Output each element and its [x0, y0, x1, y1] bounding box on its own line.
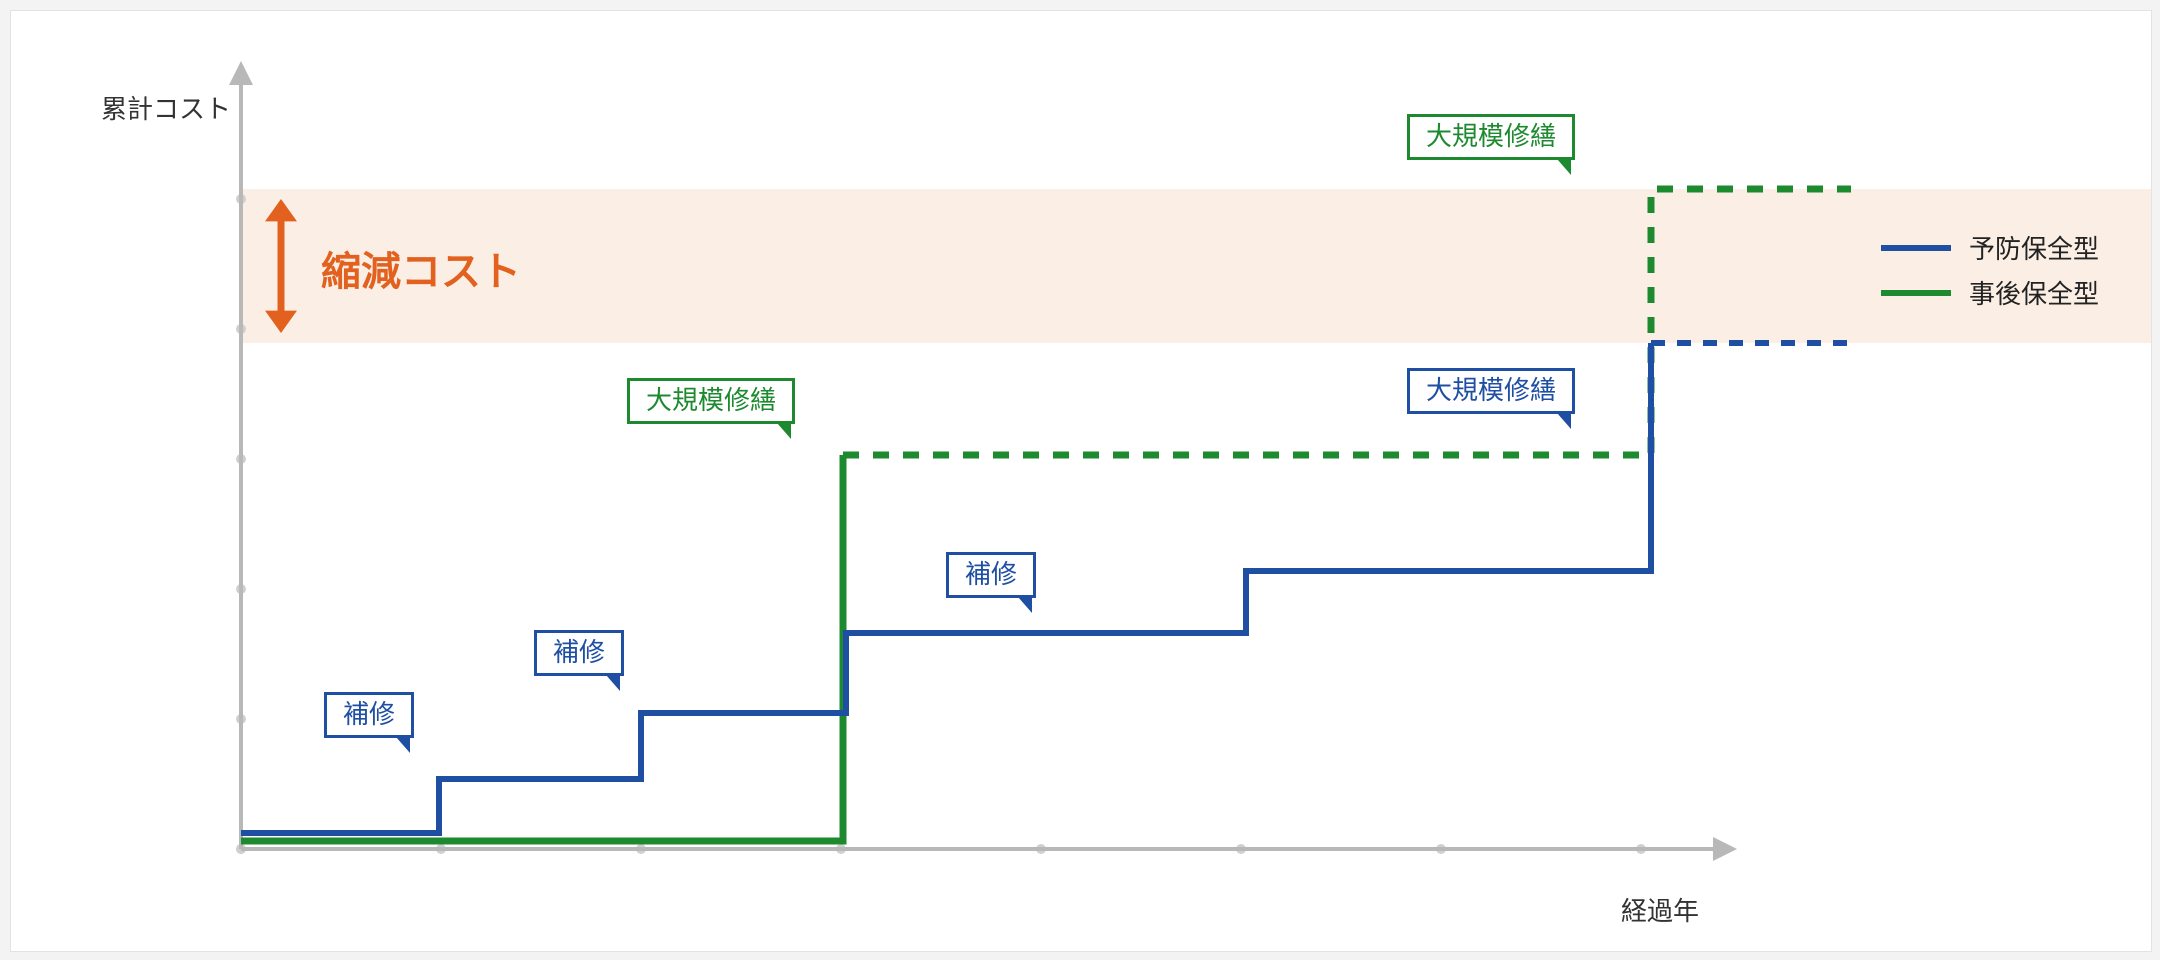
callout-box: 補修 [324, 692, 414, 738]
callout-box: 大規模修繕 [1407, 114, 1575, 160]
callout-tail [1557, 413, 1571, 429]
callout-box: 補修 [534, 630, 624, 676]
callout-tail [1018, 597, 1032, 613]
legend: 予防保全型事後保全型 [1881, 221, 2099, 319]
callout-tail [606, 675, 620, 691]
x-axis-arrow [1713, 837, 1737, 861]
chart-svg [11, 11, 2151, 951]
legend-item-1: 事後保全型 [1881, 274, 2099, 311]
callout-3: 大規模修繕 [1407, 368, 1575, 429]
callout-box: 補修 [946, 552, 1036, 598]
legend-swatch [1881, 290, 1951, 296]
chart-card: 累計コスト 経過年 補修補修補修大規模修繕大規模修繕大規模修繕 縮減コスト 予防… [10, 10, 2152, 952]
y-axis-arrow [229, 61, 253, 85]
legend-label: 予防保全型 [1969, 229, 2099, 266]
callout-tail [777, 423, 791, 439]
callout-5: 大規模修繕 [1407, 114, 1575, 175]
callout-tail [396, 737, 410, 753]
callout-1: 補修 [534, 630, 624, 691]
cost-reduction-band [243, 189, 2151, 343]
legend-swatch [1881, 245, 1951, 251]
callout-box: 大規模修繕 [1407, 368, 1575, 414]
callout-0: 補修 [324, 692, 414, 753]
y-axis-label: 累計コスト [101, 89, 231, 126]
callout-2: 補修 [946, 552, 1036, 613]
legend-label: 事後保全型 [1969, 274, 2099, 311]
x-axis-label: 経過年 [1621, 891, 1699, 928]
callout-tail [1557, 159, 1571, 175]
callout-4: 大規模修繕 [627, 378, 795, 439]
cost-reduction-label: 縮減コスト [321, 239, 521, 297]
legend-item-0: 予防保全型 [1881, 229, 2099, 266]
callout-box: 大規模修繕 [627, 378, 795, 424]
